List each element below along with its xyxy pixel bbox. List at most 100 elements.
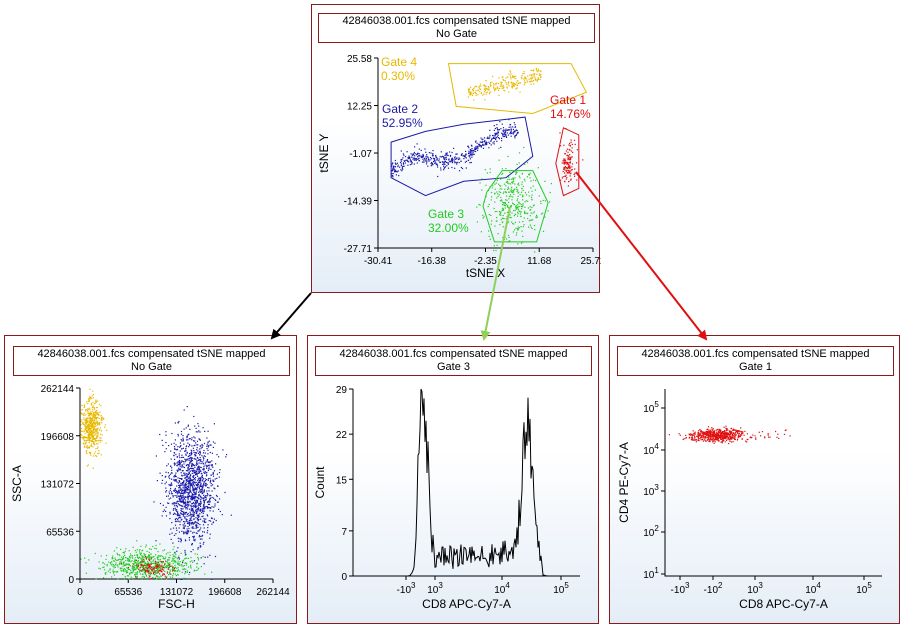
event-dot bbox=[490, 223, 492, 225]
event-dot bbox=[191, 543, 193, 545]
event-dot bbox=[101, 418, 103, 420]
cd8-cd4-title-box: 42846038.001.fcs compensated tSNE mapped… bbox=[617, 346, 894, 376]
event-dot bbox=[97, 443, 99, 445]
event-dot bbox=[173, 463, 175, 465]
event-dot bbox=[508, 236, 510, 238]
event-dot bbox=[190, 505, 192, 507]
event-dot bbox=[171, 469, 173, 471]
event-dot bbox=[512, 128, 514, 130]
fsc-ssc-plot[interactable]: 0 65536 131072 196608 2621440655361310721966… bbox=[5, 336, 298, 625]
event-dot bbox=[199, 452, 201, 454]
event-dot bbox=[82, 423, 84, 425]
event-dot bbox=[403, 163, 405, 165]
event-dot bbox=[191, 522, 193, 524]
event-dot bbox=[441, 161, 443, 163]
event-dot bbox=[749, 437, 751, 439]
event-dot bbox=[158, 564, 160, 566]
event-dot bbox=[480, 141, 482, 143]
event-dot bbox=[693, 438, 695, 440]
event-dot bbox=[483, 201, 485, 203]
event-dot bbox=[536, 79, 539, 81]
event-dot bbox=[706, 439, 708, 441]
event-dot bbox=[151, 566, 153, 569]
event-dot bbox=[181, 474, 183, 476]
event-dot bbox=[85, 442, 87, 444]
event-dot bbox=[451, 157, 453, 159]
event-dot bbox=[428, 160, 430, 162]
event-dot bbox=[191, 464, 193, 466]
event-dot bbox=[469, 149, 471, 151]
histogram-trace bbox=[353, 388, 580, 577]
tsne-plot[interactable]: -30.41-16.38-2.3511.6825.7225.5812.25-1.… bbox=[312, 5, 601, 294]
event-dot bbox=[533, 224, 536, 227]
event-dot bbox=[485, 91, 487, 93]
event-dot bbox=[492, 75, 494, 78]
event-dot bbox=[473, 153, 475, 155]
event-dot bbox=[496, 178, 498, 180]
event-dot bbox=[704, 439, 706, 441]
event-dot bbox=[95, 448, 97, 450]
event-dot bbox=[509, 194, 512, 196]
event-dot bbox=[197, 483, 200, 485]
event-dot bbox=[141, 576, 143, 578]
event-dot bbox=[570, 179, 572, 181]
event-dot bbox=[501, 173, 503, 176]
event-dot bbox=[711, 432, 714, 434]
event-dot bbox=[179, 521, 181, 523]
event-dot bbox=[208, 440, 210, 442]
event-dot bbox=[710, 433, 712, 435]
event-dot bbox=[503, 191, 505, 193]
event-dot bbox=[391, 175, 393, 177]
event-dot bbox=[576, 179, 578, 181]
event-dot bbox=[184, 487, 186, 489]
event-dot bbox=[495, 138, 497, 141]
event-dot bbox=[199, 504, 201, 506]
event-dot bbox=[468, 152, 470, 155]
event-dot bbox=[183, 492, 185, 494]
event-dot bbox=[94, 402, 96, 405]
event-dot bbox=[157, 556, 159, 558]
event-dot bbox=[447, 154, 449, 157]
tsne-panel[interactable]: 42846038.001.fcs compensated tSNE mapped… bbox=[311, 4, 601, 294]
event-dot bbox=[178, 467, 180, 469]
event-dot bbox=[720, 430, 722, 432]
fsc-ssc-title-line2: No Gate bbox=[131, 361, 172, 373]
event-dot bbox=[141, 570, 143, 572]
event-dot bbox=[568, 172, 571, 174]
event-dot bbox=[189, 500, 191, 502]
cd8-histogram-panel[interactable]: 42846038.001.fcs compensated tSNE mapped… bbox=[307, 335, 599, 624]
event-dot bbox=[175, 556, 177, 558]
event-dot bbox=[435, 154, 437, 157]
event-dot bbox=[703, 431, 706, 433]
event-dot bbox=[127, 564, 129, 566]
cd8-cd4-panel[interactable]: 42846038.001.fcs compensated tSNE mapped… bbox=[609, 335, 900, 624]
event-dot bbox=[204, 455, 206, 458]
event-dot bbox=[204, 478, 206, 480]
event-dot bbox=[84, 429, 86, 431]
event-dot bbox=[508, 221, 510, 223]
event-dot bbox=[177, 514, 179, 516]
event-dot bbox=[169, 570, 171, 572]
event-dot bbox=[180, 539, 182, 541]
event-dot bbox=[119, 562, 121, 564]
event-dot bbox=[515, 82, 517, 84]
event-dot bbox=[182, 501, 184, 503]
event-dot bbox=[500, 185, 502, 187]
event-dot bbox=[201, 474, 203, 477]
event-dot bbox=[158, 555, 160, 557]
event-dot bbox=[498, 138, 500, 140]
event-dot bbox=[111, 561, 113, 563]
event-dot bbox=[415, 159, 417, 161]
fsc-ssc-panel[interactable]: 42846038.001.fcs compensated tSNE mapped… bbox=[4, 335, 297, 624]
event-dot bbox=[689, 434, 691, 436]
event-dot bbox=[162, 444, 164, 446]
event-dot bbox=[483, 141, 486, 143]
event-dot bbox=[147, 556, 149, 558]
event-dot bbox=[208, 487, 210, 489]
event-dot bbox=[178, 463, 180, 465]
event-dot bbox=[169, 562, 171, 564]
event-dot bbox=[174, 552, 176, 554]
event-dot bbox=[93, 416, 95, 418]
